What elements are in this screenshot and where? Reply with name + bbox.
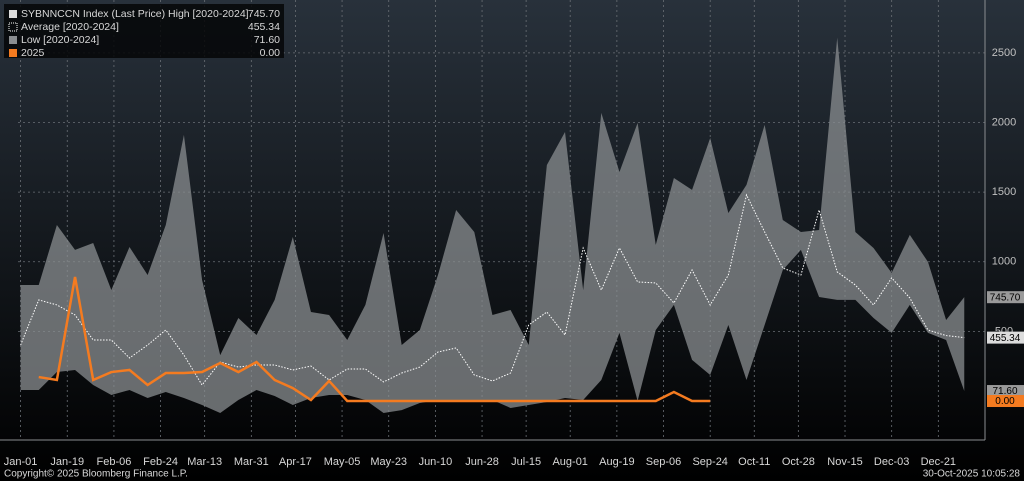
legend-box xyxy=(4,4,284,58)
x-tick-label: Jun-10 xyxy=(419,456,453,468)
x-tick-label: May-23 xyxy=(370,456,407,468)
last-value-tag xyxy=(987,385,1024,398)
copyright: Copyright© 2025 Bloomberg Finance L.P. xyxy=(4,469,188,480)
x-tick-label: Jun-28 xyxy=(465,456,499,468)
legend-label: Low [2020-2024] xyxy=(21,34,99,46)
x-tick-label: Dec-21 xyxy=(921,456,956,468)
legend-label: 2025 xyxy=(21,47,45,59)
legend: SYBNNCCN Index (Last Price) High [2020-2… xyxy=(4,4,284,59)
last-value-label: 745.70 xyxy=(990,292,1021,303)
plot xyxy=(20,37,965,413)
legend-swatch xyxy=(8,22,18,32)
x-tick-label: Feb-24 xyxy=(143,456,178,468)
y-tick-label: 2500 xyxy=(992,47,1016,59)
last-value-label: 71.60 xyxy=(992,386,1017,397)
legend-value: 455.34 xyxy=(248,21,280,33)
axes: Jan-01 Jan-19 Feb-06 Feb-24 Mar-13 Mar-31 Apr-… xyxy=(4,47,1024,468)
x-tick-label: Aug-01 xyxy=(552,456,587,468)
y-tick-label: 1500 xyxy=(992,186,1016,198)
legend-value: 745.70 xyxy=(248,8,280,20)
x-tick-label: Jan-01 xyxy=(4,456,38,468)
y-tick-label: 1000 xyxy=(992,256,1016,268)
average-line xyxy=(20,193,965,386)
legend-swatch xyxy=(9,49,17,57)
legend-swatch xyxy=(9,36,17,44)
timestamp: 30-Oct-2025 10:05:28 xyxy=(923,469,1021,480)
x-tick-label: Oct-28 xyxy=(782,456,815,468)
x-tick-label: Dec-03 xyxy=(874,456,909,468)
legend-value: 0.00 xyxy=(260,47,281,59)
last-value-label: 0.00 xyxy=(995,396,1015,407)
legend-label: Average [2020-2024] xyxy=(21,21,119,33)
x-tick-label: Sep-24 xyxy=(692,456,727,468)
x-tick-label: Jan-19 xyxy=(50,456,84,468)
last-value-tag xyxy=(987,395,1024,408)
x-tick-label: Mar-13 xyxy=(187,456,222,468)
current-line xyxy=(38,276,711,403)
legend-swatch xyxy=(9,10,17,18)
x-tick-label: Aug-19 xyxy=(599,456,634,468)
x-tick-label: Mar-31 xyxy=(234,456,269,468)
last-value-tag xyxy=(987,291,1024,304)
x-tick-label: May-05 xyxy=(324,456,361,468)
x-tick-label: Apr-17 xyxy=(279,456,312,468)
last-value-tag xyxy=(987,331,1024,344)
high-low-band xyxy=(20,37,965,413)
y-tick-label: 2000 xyxy=(992,116,1016,128)
legend-value: 71.60 xyxy=(254,34,280,46)
legend-label: SYBNNCCN Index (Last Price) High [2020-2… xyxy=(21,8,249,20)
x-tick-label: Feb-06 xyxy=(96,456,131,468)
x-tick-label: Jul-15 xyxy=(511,456,541,468)
last-value-label: 455.34 xyxy=(990,333,1021,344)
x-tick-label: Nov-15 xyxy=(827,456,862,468)
x-tick-label: Sep-06 xyxy=(646,456,681,468)
x-tick-label: Oct-11 xyxy=(738,456,770,468)
